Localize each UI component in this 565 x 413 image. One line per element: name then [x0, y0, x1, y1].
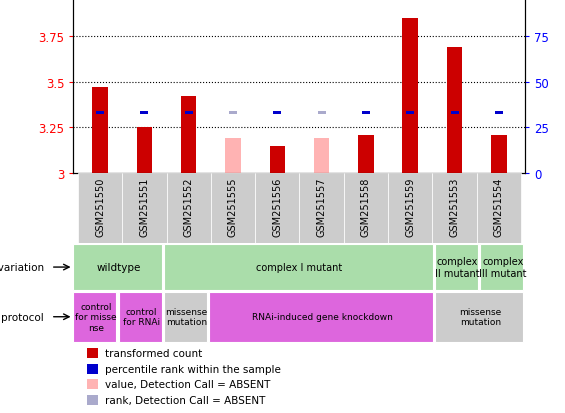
Text: complex I mutant: complex I mutant [257, 262, 342, 273]
Text: rank, Detection Call = ABSENT: rank, Detection Call = ABSENT [105, 395, 266, 405]
Bar [167, 173, 211, 244]
Bar [73, 244, 162, 290]
Bar [450, 112, 459, 115]
Text: missense
mutation: missense mutation [459, 307, 501, 327]
Text: complex
II mutant: complex II mutant [436, 256, 480, 278]
Bar [164, 244, 433, 290]
Text: complex
III mutant: complex III mutant [479, 256, 527, 278]
Bar [73, 292, 116, 342]
Text: GSM251554: GSM251554 [494, 177, 504, 236]
Bar [435, 244, 478, 290]
Bar [92, 88, 108, 173]
Bar [140, 112, 149, 115]
Text: genotype/variation: genotype/variation [0, 262, 44, 273]
Text: GSM251556: GSM251556 [272, 177, 282, 236]
Text: GSM251551: GSM251551 [140, 177, 149, 236]
Text: GSM251559: GSM251559 [405, 177, 415, 236]
Text: control
for RNAi: control for RNAi [123, 307, 160, 327]
Bar [87, 349, 98, 358]
Bar [270, 146, 285, 173]
Bar [229, 112, 237, 115]
Bar [358, 135, 373, 173]
Text: GSM251552: GSM251552 [184, 177, 194, 236]
Bar [87, 395, 98, 405]
Bar [388, 173, 432, 244]
Bar [402, 19, 418, 173]
Bar [164, 292, 207, 342]
Bar [137, 128, 152, 173]
Bar [87, 364, 98, 374]
Bar [185, 112, 193, 115]
Text: RNAi-induced gene knockdown: RNAi-induced gene knockdown [251, 313, 393, 321]
Bar [491, 135, 507, 173]
Bar [477, 173, 521, 244]
Bar [255, 173, 299, 244]
Text: GSM251555: GSM251555 [228, 177, 238, 236]
Bar [78, 173, 122, 244]
Bar [299, 173, 344, 244]
Bar [495, 112, 503, 115]
Bar [432, 173, 477, 244]
Text: GSM251550: GSM251550 [95, 177, 105, 236]
Text: control
for misse
nse: control for misse nse [75, 302, 117, 332]
Bar [318, 112, 325, 115]
Text: missense
mutation: missense mutation [166, 307, 207, 327]
Text: GSM251553: GSM251553 [450, 177, 459, 236]
Bar [181, 97, 197, 173]
Bar [314, 139, 329, 173]
Bar [273, 112, 281, 115]
Text: percentile rank within the sample: percentile rank within the sample [105, 364, 281, 374]
Bar [406, 112, 414, 115]
Bar [87, 379, 98, 389]
Text: GSM251557: GSM251557 [316, 177, 327, 236]
Bar [344, 173, 388, 244]
Bar [447, 48, 462, 173]
Text: wildtype: wildtype [97, 262, 141, 273]
Text: value, Detection Call = ABSENT: value, Detection Call = ABSENT [105, 379, 271, 389]
Bar [435, 292, 523, 342]
Bar [362, 112, 370, 115]
Bar [225, 139, 241, 173]
Bar [480, 244, 523, 290]
Text: transformed count: transformed count [105, 348, 202, 358]
Text: GSM251558: GSM251558 [361, 177, 371, 236]
Text: protocol: protocol [1, 312, 44, 322]
Bar [209, 292, 433, 342]
Bar [119, 292, 162, 342]
Bar [211, 173, 255, 244]
Bar [122, 173, 167, 244]
Bar [96, 112, 104, 115]
